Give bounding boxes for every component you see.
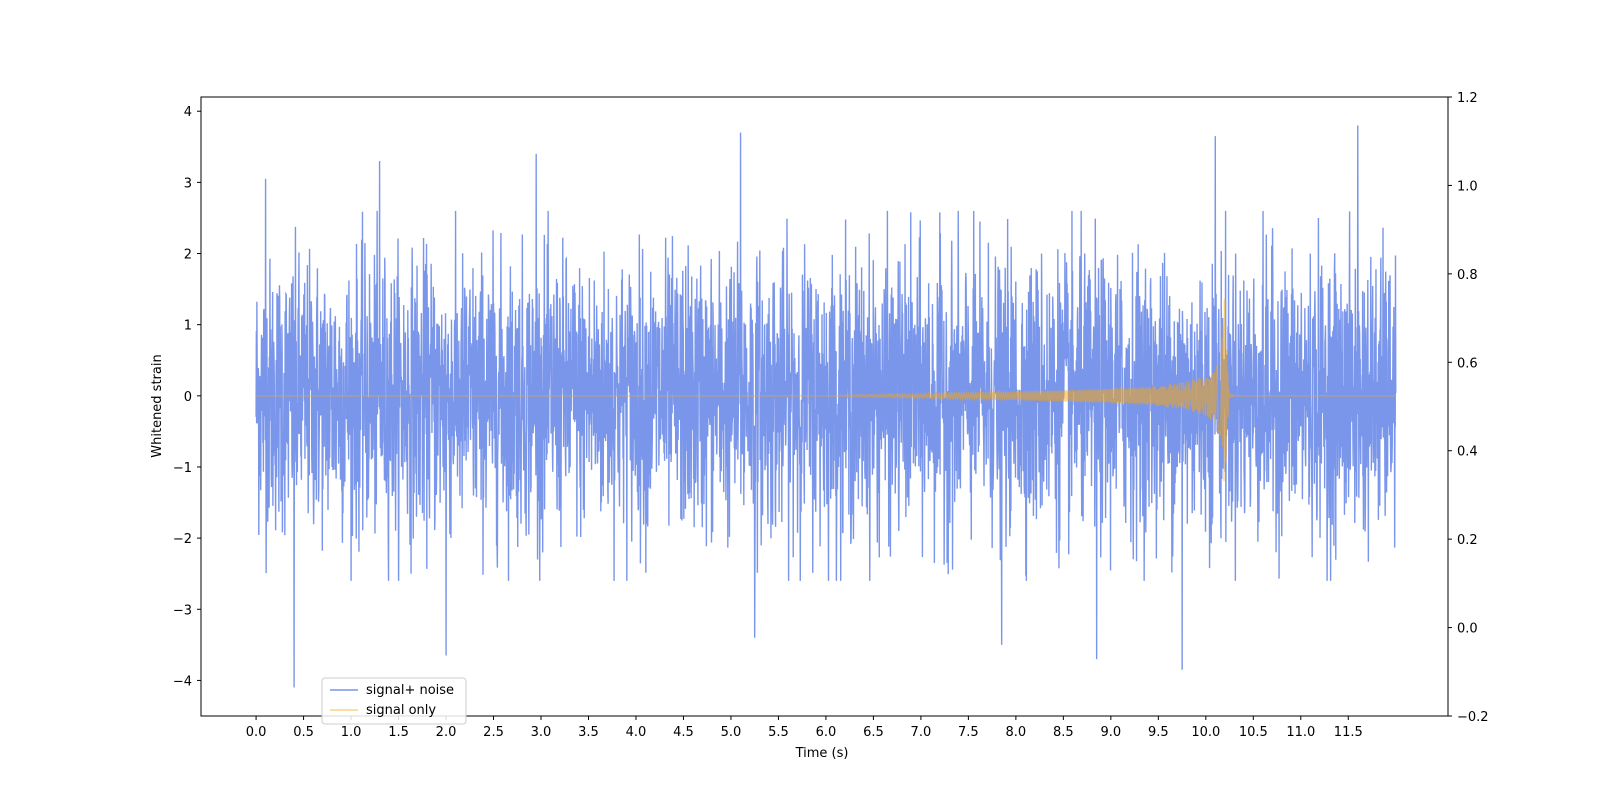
x-tick-label: 6.0: [816, 725, 837, 740]
x-tick-label: 7.5: [958, 725, 979, 740]
y-axis-right: 1.2 1.0 0.8 0.6 0.4 0.2 0.0 −0.2: [1448, 91, 1489, 725]
y-right-tick-label: −0.2: [1457, 710, 1489, 725]
series-layer: [255, 125, 1397, 688]
y-tick-label: −4: [173, 674, 192, 689]
x-tick-label: 0.0: [246, 725, 267, 740]
y-right-tick-label: 1.0: [1457, 179, 1478, 194]
legend-label-signal-only: signal only: [366, 703, 436, 718]
y-tick-label: 3: [184, 176, 192, 191]
y-axis-label: Whitened strain: [150, 354, 165, 457]
x-tick-label: 2.5: [483, 725, 504, 740]
y-axis-left: 4 3 2 1 0 −1 −2 −3 −4: [173, 105, 201, 689]
x-axis: 0.0 0.5 1.0 1.5 2.0 2.5 3.0 3.5 4.0 4.5 5.0 5.5 6.0 6…: [246, 716, 1363, 740]
x-tick-label: 7.0: [911, 725, 932, 740]
y-tick-label: 2: [184, 248, 192, 263]
x-tick-label: 1.5: [388, 725, 409, 740]
x-tick-label: 10.0: [1191, 725, 1220, 740]
x-tick-label: 6.5: [863, 725, 884, 740]
y-right-tick-label: 0.2: [1457, 533, 1478, 548]
y-tick-label: 0: [184, 390, 192, 405]
x-tick-label: 2.0: [436, 725, 457, 740]
plot-frame: [200, 96, 1449, 717]
y-right-tick-label: 0.6: [1457, 356, 1478, 371]
y-right-tick-label: 0.8: [1457, 268, 1478, 283]
series-signal-noise-line: [255, 125, 1397, 688]
x-tick-label: 4.0: [626, 725, 647, 740]
x-tick-label: 0.5: [293, 725, 314, 740]
x-tick-label: 11.0: [1286, 725, 1315, 740]
x-tick-label: 3.5: [578, 725, 599, 740]
x-tick-label: 10.5: [1239, 725, 1268, 740]
y-right-tick-label: 0.4: [1457, 445, 1478, 460]
y-tick-label: −1: [173, 461, 192, 476]
x-tick-label: 9.5: [1148, 725, 1169, 740]
x-tick-label: 8.5: [1053, 725, 1074, 740]
y-right-tick-label: 1.2: [1457, 91, 1478, 106]
x-axis-label: Time (s): [795, 746, 849, 761]
y-tick-label: 4: [184, 105, 192, 120]
y-tick-label: −2: [173, 532, 192, 547]
x-tick-label: 5.5: [768, 725, 789, 740]
x-tick-label: 11.5: [1334, 725, 1363, 740]
x-tick-label: 4.5: [673, 725, 694, 740]
legend: signal+ noise signal only: [321, 677, 467, 725]
x-tick-label: 3.0: [531, 725, 552, 740]
y-right-tick-label: 0.0: [1457, 622, 1478, 637]
x-tick-label: 5.0: [721, 725, 742, 740]
series-signal-only-line: [256, 299, 1396, 482]
y-tick-label: 1: [184, 319, 192, 334]
x-tick-label: 8.0: [1006, 725, 1027, 740]
y-tick-label: −3: [173, 603, 192, 618]
x-tick-label: 1.0: [341, 725, 362, 740]
x-tick-label: 9.0: [1101, 725, 1122, 740]
legend-label-signal-noise: signal+ noise: [366, 683, 454, 698]
